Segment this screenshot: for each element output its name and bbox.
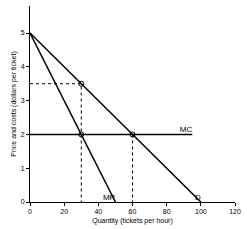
svg-text:80: 80 [163,208,171,215]
svg-text:2: 2 [21,131,25,138]
svg-text:5: 5 [21,29,25,36]
svg-text:D: D [195,193,201,202]
svg-text:4: 4 [21,63,25,70]
svg-text:MC: MC [180,125,193,134]
svg-text:Price and costs (dollars per t: Price and costs (dollars per ticket) [10,51,18,156]
svg-text:Quantity (tickets per hour): Quantity (tickets per hour) [92,217,173,225]
svg-text:100: 100 [195,208,207,215]
svg-text:40: 40 [94,208,102,215]
svg-text:0: 0 [21,198,25,205]
svg-text:20: 20 [60,208,68,215]
svg-text:60: 60 [129,208,137,215]
svg-text:1: 1 [21,165,25,172]
svg-text:120: 120 [229,208,241,215]
svg-text:3: 3 [21,97,25,104]
svg-text:MR: MR [103,193,116,202]
svg-text:0: 0 [28,208,32,215]
